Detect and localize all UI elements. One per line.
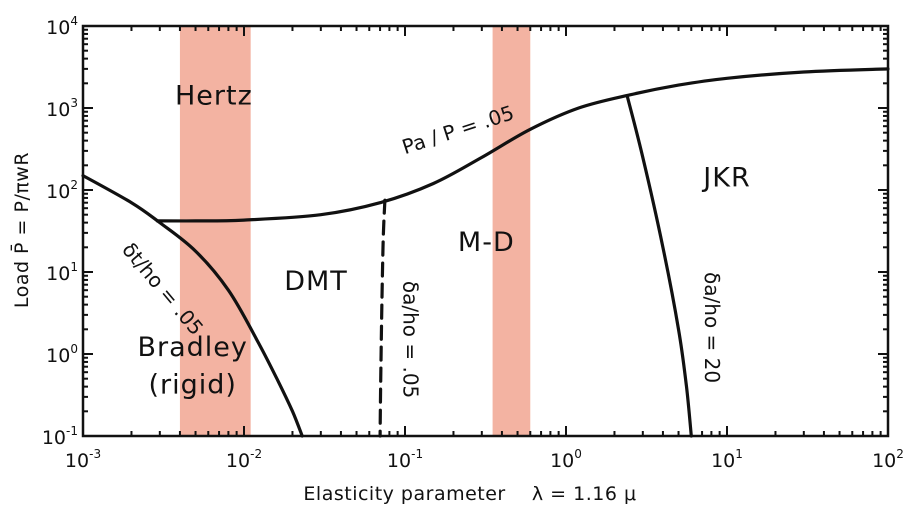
x-tick-labels: 10-3 10-2 10-1 100 101 102 bbox=[65, 447, 904, 472]
x-tick-label: 102 bbox=[872, 447, 904, 472]
series-line-3 bbox=[378, 198, 387, 438]
region-labels: Hertz JKR M-D DMT Bradley (rigid) bbox=[137, 81, 750, 401]
region-label: JKR bbox=[701, 163, 750, 194]
curve-label: δa/ho = 20 bbox=[700, 272, 724, 383]
region-label: Bradley bbox=[137, 332, 247, 363]
plot-frame bbox=[81, 24, 890, 438]
y-tick-label: 100 bbox=[46, 342, 78, 367]
curve-label: δa/ho = .05 bbox=[399, 281, 423, 398]
ticks bbox=[82, 26, 888, 437]
y-tick-label: 10-1 bbox=[42, 424, 78, 449]
series-line-4 bbox=[625, 94, 693, 438]
y-tick-label: 103 bbox=[46, 96, 78, 121]
y-tick-label: 104 bbox=[46, 14, 78, 39]
x-tick-label: 10-3 bbox=[65, 447, 101, 472]
y-axis-title: Load P̄ = P/πwR bbox=[9, 152, 33, 308]
region-label: Hertz bbox=[175, 81, 253, 112]
series-line-2 bbox=[81, 174, 304, 438]
y-tick-labels: 10-1 100 101 102 103 104 bbox=[42, 14, 78, 449]
x-tick-label: 10-2 bbox=[226, 447, 262, 472]
shaded-band-1 bbox=[179, 26, 251, 436]
y-tick-label: 101 bbox=[46, 260, 78, 285]
shaded-bands bbox=[179, 26, 531, 436]
region-label: M-D bbox=[458, 227, 515, 258]
x-tick-label: 101 bbox=[711, 447, 743, 472]
region-label: DMT bbox=[284, 266, 348, 297]
x-tick-label: 100 bbox=[550, 447, 582, 472]
x-tick-label: 10-1 bbox=[387, 447, 423, 472]
x-axis-title: Elasticity parameter λ = 1.16 μ bbox=[303, 483, 636, 505]
series-line-1 bbox=[155, 67, 890, 223]
shaded-band-2 bbox=[492, 26, 531, 436]
y-tick-label: 102 bbox=[46, 178, 78, 203]
region-label: (rigid) bbox=[148, 369, 236, 400]
curves bbox=[81, 67, 890, 438]
